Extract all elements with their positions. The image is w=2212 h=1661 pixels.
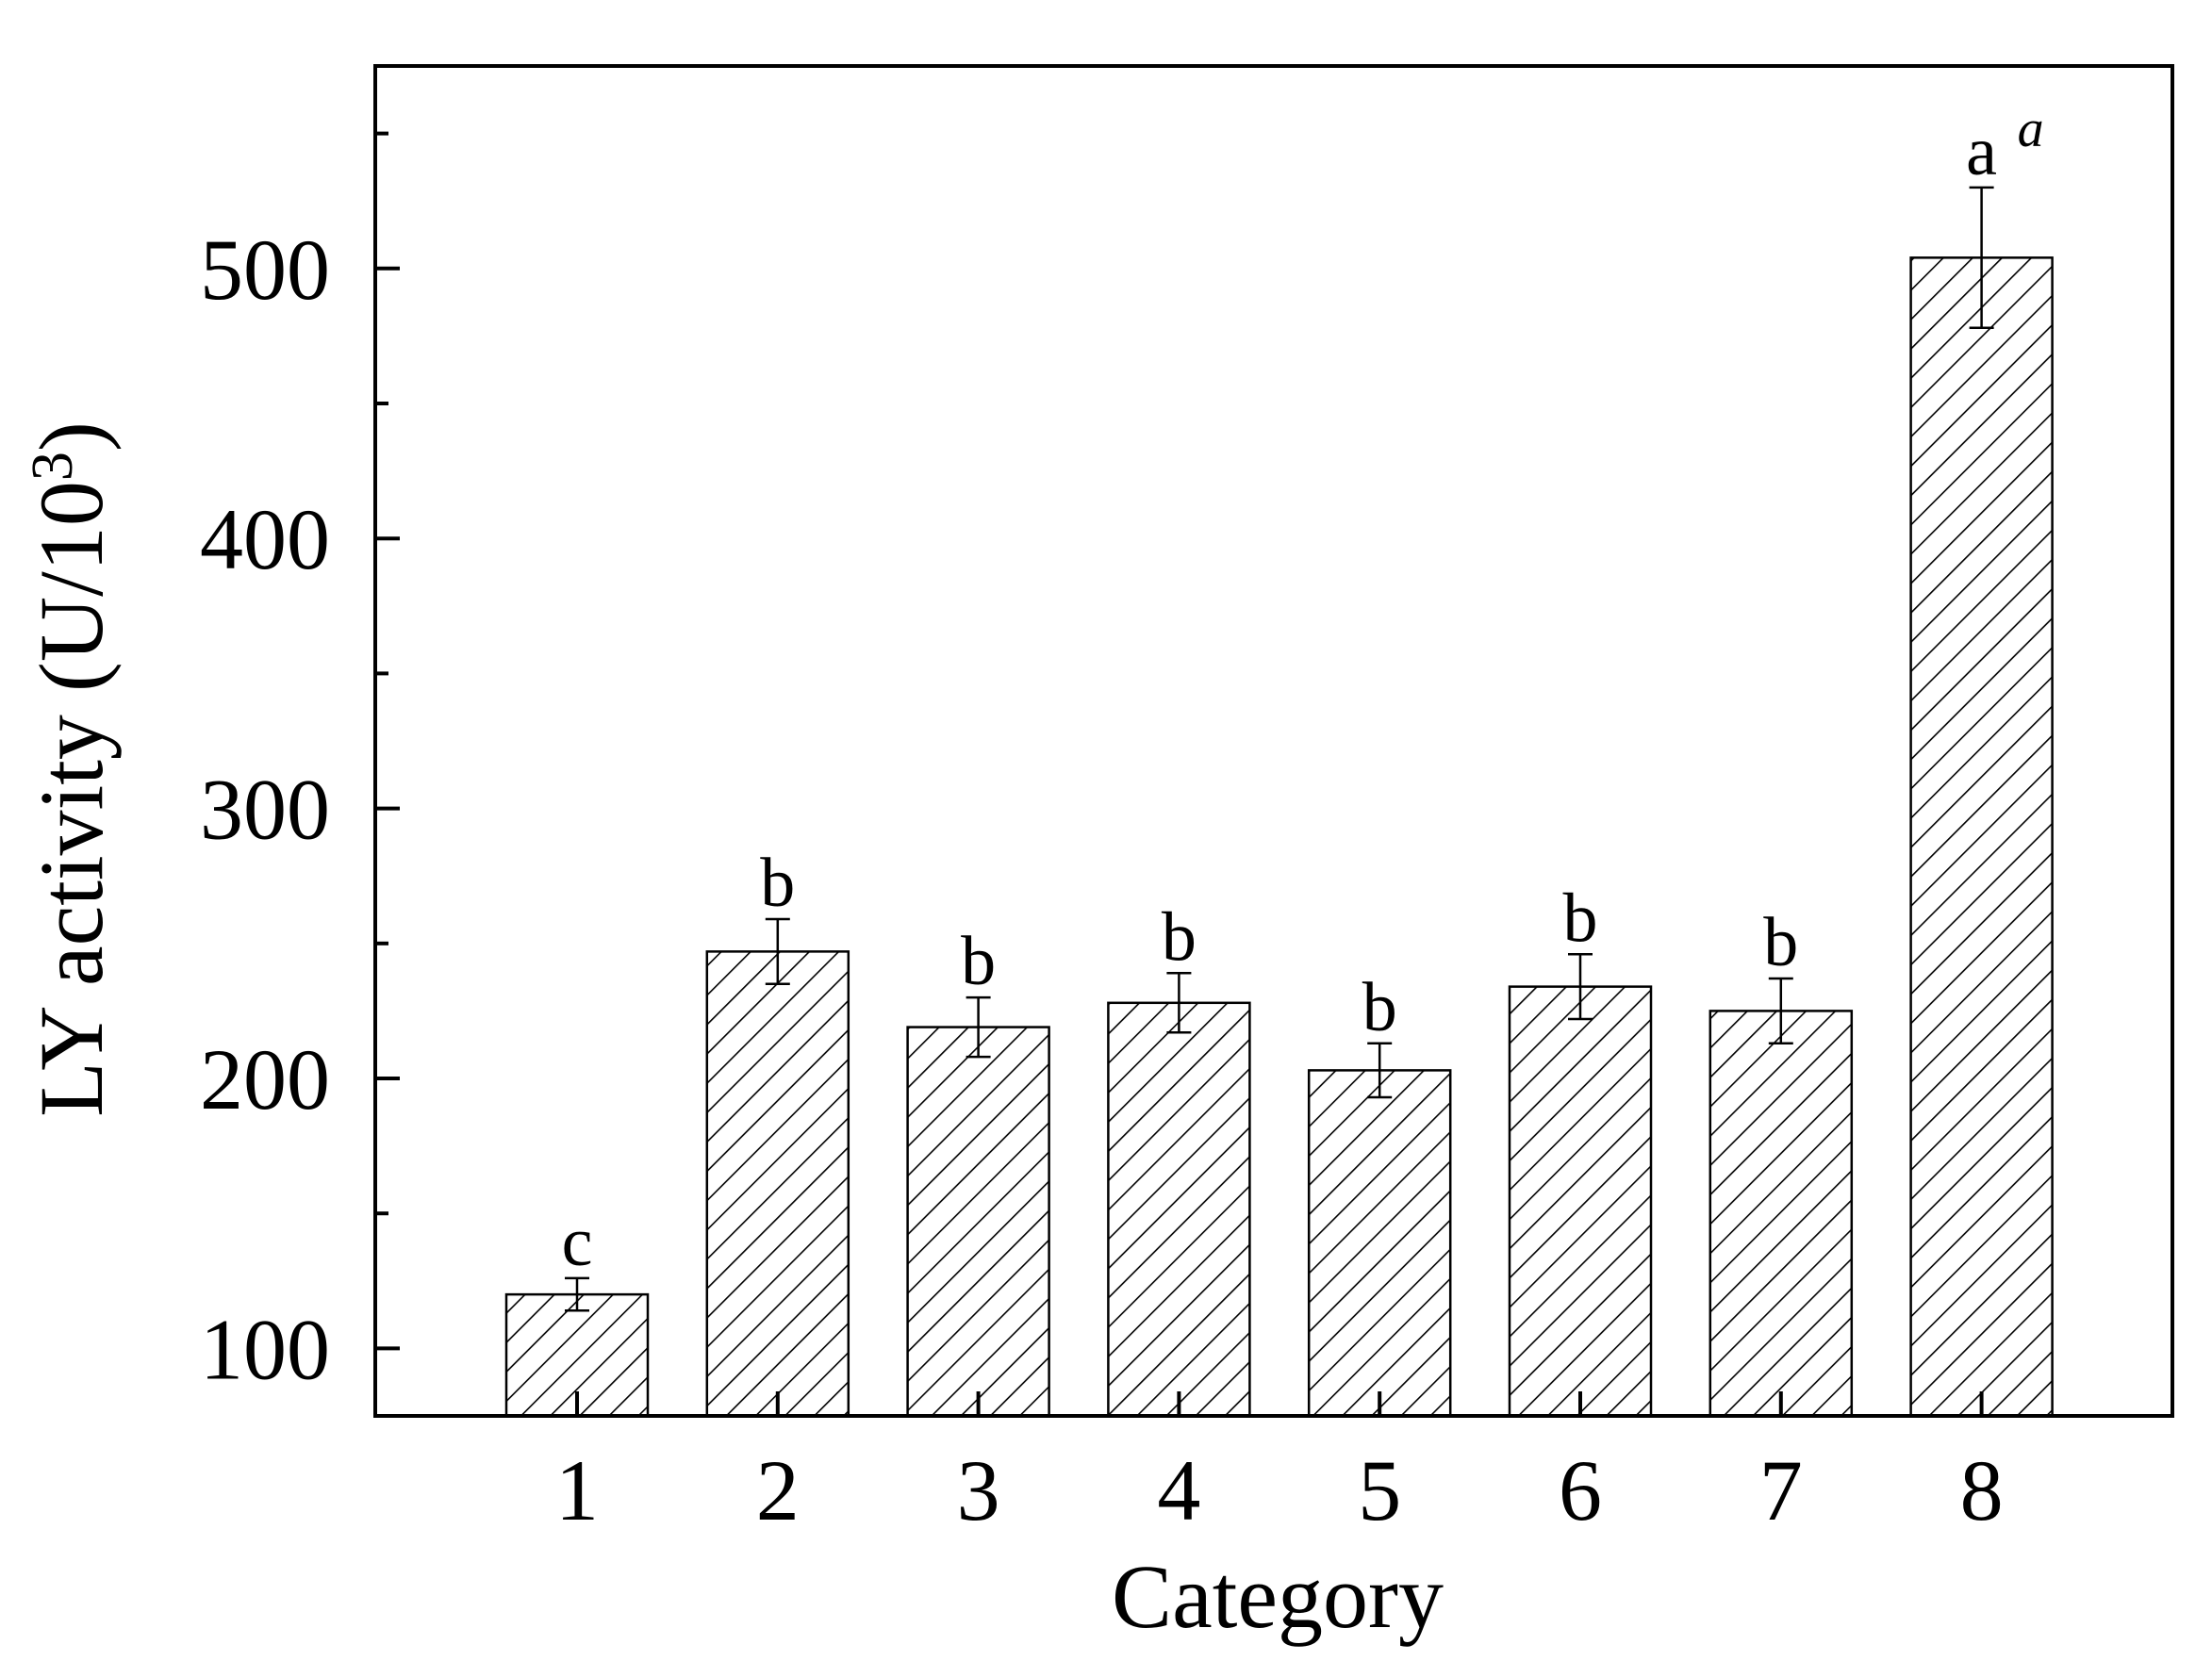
y-axis-title-main: LY activity (U/10 <box>21 481 122 1117</box>
x-axis-title: Category <box>1112 1546 1444 1647</box>
bar-2 <box>705 950 850 1418</box>
error-bar-8 <box>1969 186 1994 330</box>
x-tick-label-2: 2 <box>756 1442 800 1538</box>
error-bar-1 <box>565 1276 589 1312</box>
significance-letter-3: b <box>961 923 996 1000</box>
bar-5 <box>1307 1069 1452 1418</box>
y-axis-title-close: ) <box>21 421 122 452</box>
y-axis-title: LY activity (U/103) <box>21 421 122 1117</box>
x-tick-label-7: 7 <box>1759 1442 1803 1538</box>
bar-4 <box>1107 1001 1251 1418</box>
y-tick-label-500: 500 <box>200 222 330 318</box>
x-axis-ticks: 1 2 3 4 5 6 7 8 <box>555 1391 2004 1538</box>
error-bar-2 <box>765 917 790 986</box>
y-tick-label-400: 400 <box>200 491 330 587</box>
x-tick-label-8: 8 <box>1960 1442 2004 1538</box>
x-tick-label-3: 3 <box>957 1442 1000 1538</box>
bar-7 <box>1709 1010 1854 1418</box>
significance-letter-2: b <box>760 845 795 922</box>
y-tick-label-300: 300 <box>200 762 330 858</box>
x-tick-label-5: 5 <box>1358 1442 1401 1538</box>
error-bar-4 <box>1166 972 1192 1034</box>
significance-letter-7: b <box>1763 904 1798 981</box>
bar-6 <box>1508 985 1653 1418</box>
bars-layer <box>504 256 2054 1418</box>
y-axis-title-superscript: 3 <box>21 452 85 481</box>
plot-frame <box>373 64 2174 1418</box>
annotation-italic-a: a <box>2018 100 2044 158</box>
error-bar-3 <box>966 995 991 1059</box>
y-tick-label-100: 100 <box>200 1301 330 1397</box>
error-bar-6 <box>1568 953 1593 1021</box>
significance-letter-5: b <box>1362 969 1397 1046</box>
significance-letter-1: c <box>562 1204 593 1281</box>
error-bars-layer <box>565 186 1994 1312</box>
significance-letter-4: b <box>1162 898 1197 976</box>
y-axis-ticks: 100 200 300 400 500 <box>200 131 400 1397</box>
error-bar-7 <box>1768 977 1793 1045</box>
x-tick-label-4: 4 <box>1157 1442 1200 1538</box>
y-tick-label-200: 200 <box>200 1031 330 1127</box>
significance-letter-8: a <box>1966 113 1997 190</box>
bar-8 <box>1909 256 2054 1418</box>
x-tick-label-6: 6 <box>1559 1442 1602 1538</box>
x-tick-label-1: 1 <box>555 1442 599 1538</box>
significance-letter-6: b <box>1563 880 1598 957</box>
error-bar-5 <box>1367 1042 1393 1099</box>
bar-3 <box>906 1026 1050 1418</box>
significance-letters-layer: c b b b b b b a <box>562 113 1997 1281</box>
